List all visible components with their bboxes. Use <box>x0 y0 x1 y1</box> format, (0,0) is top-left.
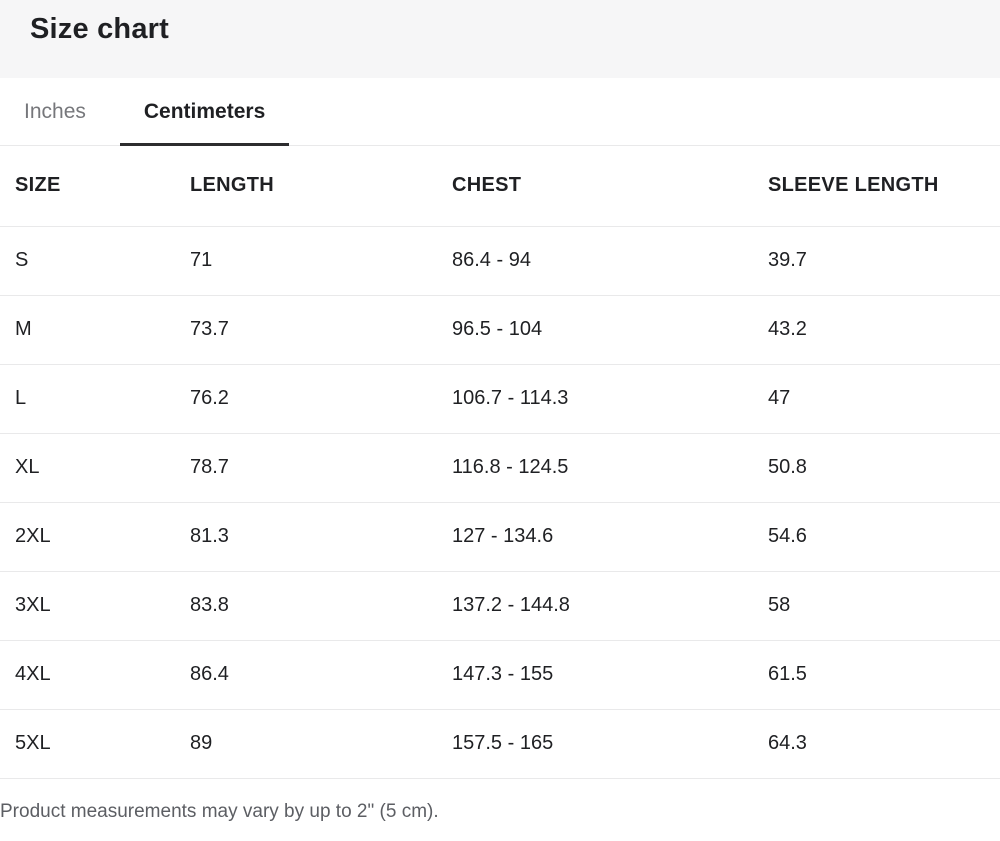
tab-centimeters[interactable]: Centimeters <box>119 78 290 146</box>
cell-sleeve-length: 54.6 <box>768 502 1000 572</box>
table-row: 5XL 89 157.5 - 165 64.3 <box>0 709 1000 779</box>
table-row: 2XL 81.3 127 - 134.6 54.6 <box>0 502 1000 572</box>
cell-chest: 137.2 - 144.8 <box>452 571 768 641</box>
table-row: 4XL 86.4 147.3 - 155 61.5 <box>0 640 1000 710</box>
cell-length: 89 <box>190 709 452 779</box>
cell-size: XL <box>0 433 190 503</box>
cell-chest: 127 - 134.6 <box>452 502 768 572</box>
size-chart-table: SIZE LENGTH CHEST SLEEVE LENGTH S 71 86.… <box>0 146 1000 779</box>
cell-chest: 86.4 - 94 <box>452 226 768 296</box>
cell-size: 4XL <box>0 640 190 710</box>
cell-length: 73.7 <box>190 295 452 365</box>
cell-length: 86.4 <box>190 640 452 710</box>
table-row: M 73.7 96.5 - 104 43.2 <box>0 295 1000 365</box>
table-header-row: SIZE LENGTH CHEST SLEEVE LENGTH <box>0 146 1000 227</box>
measurement-disclaimer: Product measurements may vary by up to 2… <box>0 800 439 822</box>
table-row: 3XL 83.8 137.2 - 144.8 58 <box>0 571 1000 641</box>
cell-length: 71 <box>190 226 452 296</box>
cell-length: 78.7 <box>190 433 452 503</box>
cell-sleeve-length: 39.7 <box>768 226 1000 296</box>
cell-size: 3XL <box>0 571 190 641</box>
table-row: XL 78.7 116.8 - 124.5 50.8 <box>0 433 1000 503</box>
cell-length: 81.3 <box>190 502 452 572</box>
cell-sleeve-length: 61.5 <box>768 640 1000 710</box>
cell-size: M <box>0 295 190 365</box>
cell-length: 83.8 <box>190 571 452 641</box>
cell-chest: 96.5 - 104 <box>452 295 768 365</box>
cell-sleeve-length: 64.3 <box>768 709 1000 779</box>
column-header-chest: CHEST <box>452 146 768 227</box>
table-row: S 71 86.4 - 94 39.7 <box>0 226 1000 296</box>
table-row: L 76.2 106.7 - 114.3 47 <box>0 364 1000 434</box>
column-header-size: SIZE <box>0 146 190 227</box>
tab-inches[interactable]: Inches <box>0 78 110 145</box>
cell-length: 76.2 <box>190 364 452 434</box>
page-header: Size chart <box>0 0 1000 78</box>
page-title: Size chart <box>30 13 169 45</box>
cell-size: 5XL <box>0 709 190 779</box>
cell-size: 2XL <box>0 502 190 572</box>
column-header-sleeve-length: SLEEVE LENGTH <box>768 146 1000 227</box>
cell-sleeve-length: 43.2 <box>768 295 1000 365</box>
cell-size: L <box>0 364 190 434</box>
cell-chest: 147.3 - 155 <box>452 640 768 710</box>
cell-sleeve-length: 50.8 <box>768 433 1000 503</box>
cell-chest: 116.8 - 124.5 <box>452 433 768 503</box>
column-header-length: LENGTH <box>190 146 452 227</box>
cell-sleeve-length: 58 <box>768 571 1000 641</box>
cell-chest: 106.7 - 114.3 <box>452 364 768 434</box>
cell-size: S <box>0 226 190 296</box>
cell-chest: 157.5 - 165 <box>452 709 768 779</box>
cell-sleeve-length: 47 <box>768 364 1000 434</box>
units-tabbar: Inches Centimeters <box>0 78 1000 146</box>
